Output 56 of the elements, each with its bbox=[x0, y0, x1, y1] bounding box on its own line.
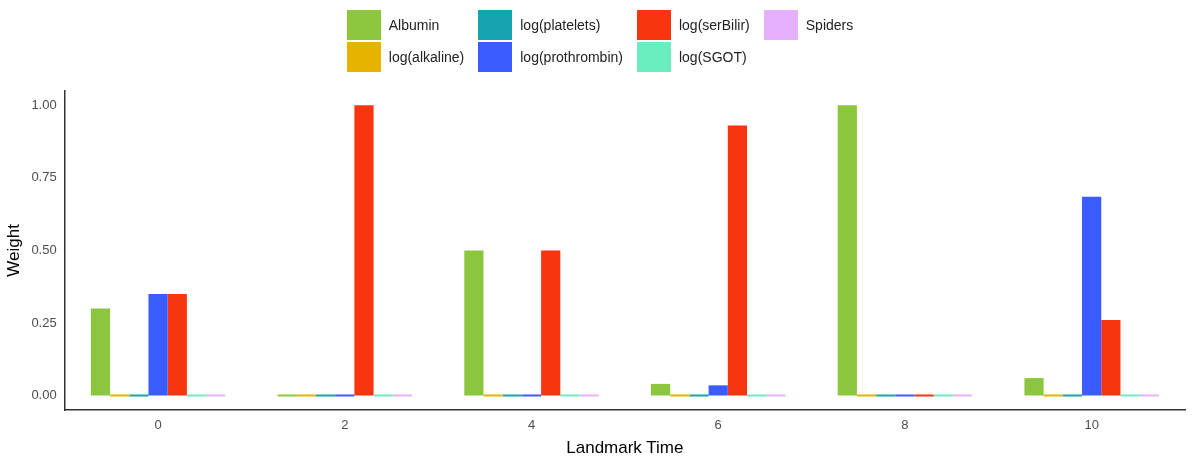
bar bbox=[373, 394, 393, 397]
bar bbox=[521, 394, 542, 397]
bar bbox=[464, 250, 484, 396]
bar bbox=[186, 394, 207, 397]
x-tick-label: 8 bbox=[901, 417, 909, 433]
bar bbox=[933, 394, 953, 397]
bar bbox=[90, 308, 111, 396]
x-tick-label: 10 bbox=[1084, 417, 1099, 433]
bar bbox=[670, 394, 690, 397]
x-tick-label: 0 bbox=[154, 417, 162, 433]
bar bbox=[1120, 394, 1140, 397]
bar bbox=[856, 394, 877, 397]
y-tick-label: 0.50 bbox=[31, 241, 57, 257]
legend-label: log(serBilir) bbox=[678, 17, 750, 33]
bar bbox=[129, 394, 149, 397]
bar bbox=[167, 293, 187, 396]
bar bbox=[354, 105, 374, 396]
bar bbox=[1024, 378, 1044, 396]
legend-label: log(alkaline) bbox=[388, 49, 465, 65]
x-tick-label: 2 bbox=[341, 417, 349, 433]
bar bbox=[148, 293, 168, 396]
bar bbox=[110, 394, 130, 397]
legend-label: log(prothrombin) bbox=[520, 49, 623, 65]
bar bbox=[914, 394, 934, 397]
bar bbox=[560, 394, 580, 397]
legend-label: log(platelets) bbox=[520, 17, 601, 33]
bar bbox=[837, 105, 857, 396]
y-tick-label: 0.75 bbox=[31, 169, 57, 185]
bar bbox=[747, 394, 767, 397]
bar bbox=[502, 394, 522, 397]
bar bbox=[876, 394, 896, 397]
bar bbox=[650, 383, 671, 396]
bar bbox=[895, 394, 915, 397]
y-tick-label: 0.00 bbox=[31, 387, 57, 403]
legend-label: log(SGOT) bbox=[678, 49, 747, 65]
bar bbox=[277, 394, 297, 397]
y-tick-label: 0.25 bbox=[31, 314, 57, 330]
bar bbox=[1082, 196, 1102, 396]
bar bbox=[1062, 394, 1083, 397]
x-tick-label: 6 bbox=[714, 417, 722, 433]
bar bbox=[708, 385, 728, 396]
y-axis-title: Weight bbox=[3, 223, 23, 277]
bar bbox=[315, 394, 336, 397]
legend-label: Albumin bbox=[388, 17, 440, 33]
x-axis-title: Landmark Time bbox=[566, 438, 684, 458]
bar bbox=[541, 250, 561, 396]
x-tick-label: 4 bbox=[527, 417, 536, 433]
bar bbox=[335, 394, 355, 397]
bar bbox=[689, 394, 709, 397]
bar bbox=[1043, 394, 1063, 397]
bar bbox=[296, 394, 316, 397]
y-tick-label: 1.00 bbox=[31, 96, 57, 112]
bar bbox=[727, 125, 748, 396]
bar bbox=[483, 394, 503, 397]
legend-label: Spiders bbox=[805, 17, 854, 33]
bar bbox=[1101, 320, 1121, 396]
